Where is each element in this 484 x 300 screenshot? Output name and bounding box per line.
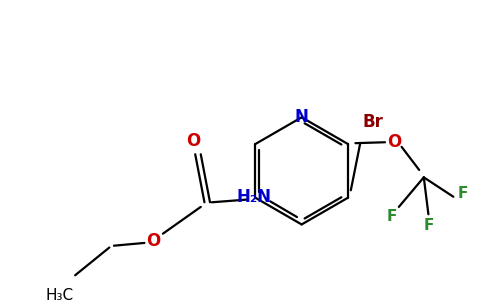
- Text: F: F: [386, 208, 397, 224]
- Text: F: F: [457, 187, 468, 202]
- Text: Br: Br: [363, 113, 383, 131]
- Text: O: O: [147, 232, 161, 250]
- Text: H₃C: H₃C: [45, 288, 74, 300]
- Text: H₂N: H₂N: [236, 188, 271, 206]
- Text: N: N: [295, 108, 309, 126]
- Text: F: F: [423, 218, 434, 233]
- Text: O: O: [387, 133, 401, 151]
- Text: O: O: [186, 132, 200, 150]
